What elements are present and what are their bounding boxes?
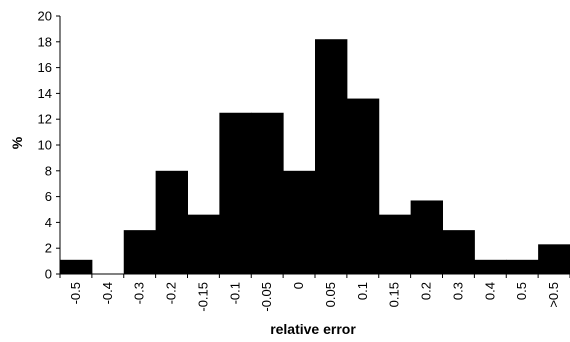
bar-11 — [410, 200, 443, 274]
x-axis-ticks: -0.5 -0.4 -0.3 -0.2 -0.15 -0.1 -0.05 0 0.05 0.1 0.… — [59, 274, 570, 312]
x-tick-label-11: 0.2 — [419, 282, 434, 300]
y-tick-label-3: 6 — [45, 189, 52, 204]
y-tick-label-10: 20 — [38, 9, 52, 24]
y-tick-label-7: 14 — [38, 86, 52, 101]
y-tick-label-2: 4 — [45, 215, 52, 230]
x-tick-label-6: -0.05 — [259, 282, 274, 312]
bar-5 — [219, 112, 252, 274]
y-axis-ticks: 0 2 4 6 8 10 12 14 16 18 20 — [38, 9, 60, 282]
x-tick-label-7: 0 — [291, 282, 306, 289]
bar-15 — [538, 244, 570, 274]
x-tick-label-3: -0.2 — [164, 282, 179, 304]
bar-0 — [60, 259, 93, 274]
y-tick-label-0: 0 — [45, 267, 52, 282]
x-tick-label-2: -0.3 — [132, 282, 147, 304]
x-tick-label-9: 0.1 — [355, 282, 370, 300]
x-tick-label-13: 0.4 — [482, 282, 497, 300]
x-tick-label-12: 0.3 — [450, 282, 465, 300]
y-tick-label-1: 2 — [45, 241, 52, 256]
y-tick-label-4: 8 — [45, 163, 52, 178]
bar-12 — [442, 230, 475, 274]
bar-13 — [474, 259, 507, 274]
bar-7 — [283, 170, 316, 274]
y-tick-label-6: 12 — [38, 112, 52, 127]
bar-9 — [346, 98, 380, 274]
x-tick-label-10: 0.15 — [387, 282, 402, 307]
y-tick-label-8: 16 — [38, 60, 52, 75]
x-tick-label-14: 0.5 — [514, 282, 529, 300]
bar-14 — [506, 259, 539, 274]
bar-8 — [315, 39, 348, 274]
x-tick-label-1: -0.4 — [100, 282, 115, 304]
x-tick-label-15: >0.5 — [546, 282, 561, 308]
x-tick-label-8: 0.05 — [323, 282, 338, 307]
y-axis-label: % — [9, 136, 25, 149]
bar-3 — [155, 170, 188, 274]
x-tick-label-5: -0.1 — [227, 282, 242, 304]
y-tick-label-5: 10 — [38, 138, 52, 153]
bar-6 — [251, 112, 284, 274]
bar-10 — [378, 214, 412, 274]
bar-4 — [187, 214, 220, 274]
bar-2 — [123, 230, 157, 274]
y-tick-label-9: 18 — [38, 34, 52, 49]
x-axis-label: relative error — [270, 321, 356, 337]
x-tick-label-4: -0.15 — [195, 282, 210, 312]
bars-group — [60, 39, 570, 274]
x-tick-label-0: -0.5 — [68, 282, 83, 304]
